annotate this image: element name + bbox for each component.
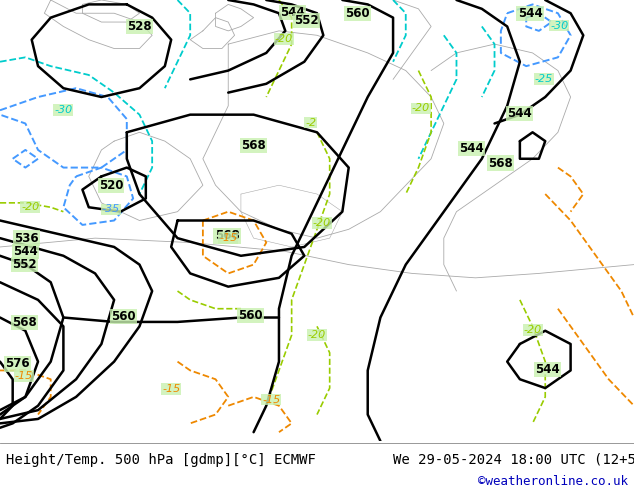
Text: ©weatheronline.co.uk: ©weatheronline.co.uk	[477, 475, 628, 488]
Text: -25: -25	[535, 74, 553, 84]
Text: -35: -35	[102, 204, 120, 215]
Text: -20: -20	[275, 34, 293, 44]
Text: 544: 544	[13, 245, 38, 258]
Text: 568: 568	[11, 317, 37, 329]
Text: 560: 560	[112, 310, 136, 323]
Text: We 29-05-2024 18:00 UTC (12+54): We 29-05-2024 18:00 UTC (12+54)	[393, 453, 634, 466]
Text: 520: 520	[99, 179, 123, 192]
Text: -20: -20	[22, 202, 39, 212]
Text: 544: 544	[517, 7, 543, 20]
Text: 568: 568	[241, 139, 266, 152]
Text: -2: -2	[305, 118, 316, 127]
Text: 552: 552	[295, 14, 319, 27]
Text: -20: -20	[524, 325, 541, 335]
Text: 560: 560	[346, 7, 370, 20]
Text: 536: 536	[15, 232, 39, 245]
Text: 568: 568	[488, 157, 514, 170]
Text: 552: 552	[12, 258, 36, 271]
Text: -15: -15	[262, 394, 280, 405]
Text: 568: 568	[214, 229, 240, 243]
Text: 544: 544	[535, 363, 560, 376]
Text: -15: -15	[219, 233, 237, 243]
Text: 576: 576	[6, 357, 30, 370]
Text: -15: -15	[162, 384, 180, 394]
Text: 544: 544	[280, 6, 306, 19]
Text: 544: 544	[459, 142, 484, 155]
Text: -20: -20	[308, 330, 326, 340]
Text: 528: 528	[127, 20, 152, 33]
Text: Height/Temp. 500 hPa [gdmp][°C] ECMWF: Height/Temp. 500 hPa [gdmp][°C] ECMWF	[6, 453, 316, 466]
Text: -20: -20	[412, 103, 430, 114]
Text: -20: -20	[313, 218, 331, 228]
Text: -15: -15	[15, 371, 33, 381]
Text: 560: 560	[238, 309, 262, 322]
Text: 544: 544	[507, 107, 533, 120]
Text: -30: -30	[550, 21, 568, 30]
Text: -30: -30	[55, 105, 72, 115]
